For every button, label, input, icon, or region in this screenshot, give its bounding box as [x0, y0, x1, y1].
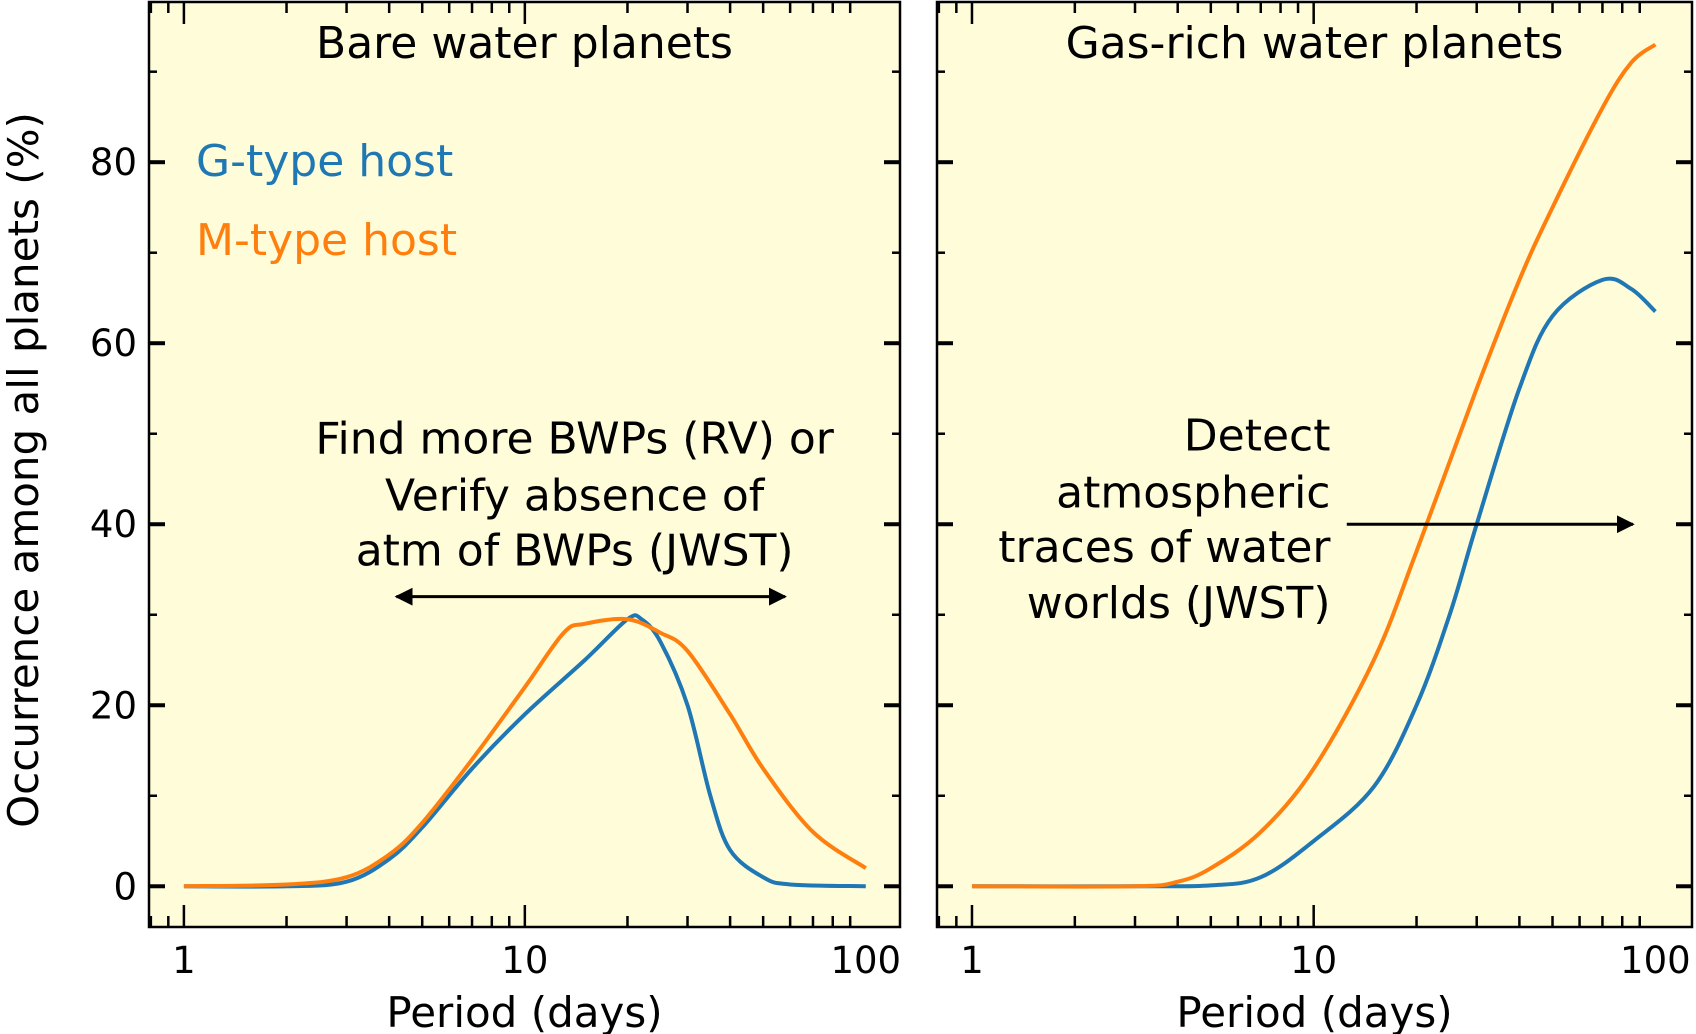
series-line-g-type — [971, 276, 1657, 889]
panel-title: Bare water planets — [316, 18, 733, 69]
x-axis-label: Period (days) — [1176, 988, 1452, 1034]
y-tick-label: 40 — [90, 503, 137, 546]
x-tick-label: 100 — [1620, 939, 1691, 982]
y-tick-label: 60 — [90, 322, 137, 365]
x-axis-label: Period (days) — [386, 988, 662, 1034]
legend-entry: M-type host — [196, 215, 457, 266]
x-tick-label: 1 — [172, 939, 196, 982]
legend-entry: G-type host — [196, 136, 453, 187]
plot-area — [937, 2, 1692, 927]
y-axis-label: Occurrence among all planets (%) — [0, 112, 48, 828]
annotation-text: traces of water — [998, 522, 1331, 573]
axes-frame — [147, 0, 902, 929]
y-tick-label: 80 — [90, 141, 137, 184]
panel-1: 1 10 100 0 20 40 60 80 Period (days) Bare water p… — [90, 0, 902, 1034]
x-tick-label: 100 — [830, 939, 901, 982]
x-tick-label: 10 — [501, 939, 548, 982]
x-tick-label: 1 — [960, 939, 984, 982]
series-line-m-type — [183, 616, 867, 889]
axes-frame — [935, 0, 1694, 929]
panel-title: Gas-rich water planets — [1066, 18, 1564, 69]
series-line-m-type — [971, 42, 1657, 889]
annotation-text: Verify absence of — [385, 470, 766, 521]
annotation-text: worlds (JWST) — [1027, 578, 1331, 629]
annotation-text: atm of BWPs (JWST) — [356, 525, 794, 576]
x-tick-label: 10 — [1290, 939, 1337, 982]
y-tick-label: 20 — [90, 684, 137, 727]
annotation-text: atmospheric — [1056, 468, 1330, 519]
y-tick-label: 0 — [113, 865, 137, 908]
annotation-text: Detect — [1184, 411, 1331, 462]
annotation-text: Find more BWPs (RV) or — [315, 413, 834, 464]
plot-area — [149, 2, 900, 927]
panel-2: 1 10 100 Period (days) Gas-rich water planet… — [935, 0, 1694, 1034]
